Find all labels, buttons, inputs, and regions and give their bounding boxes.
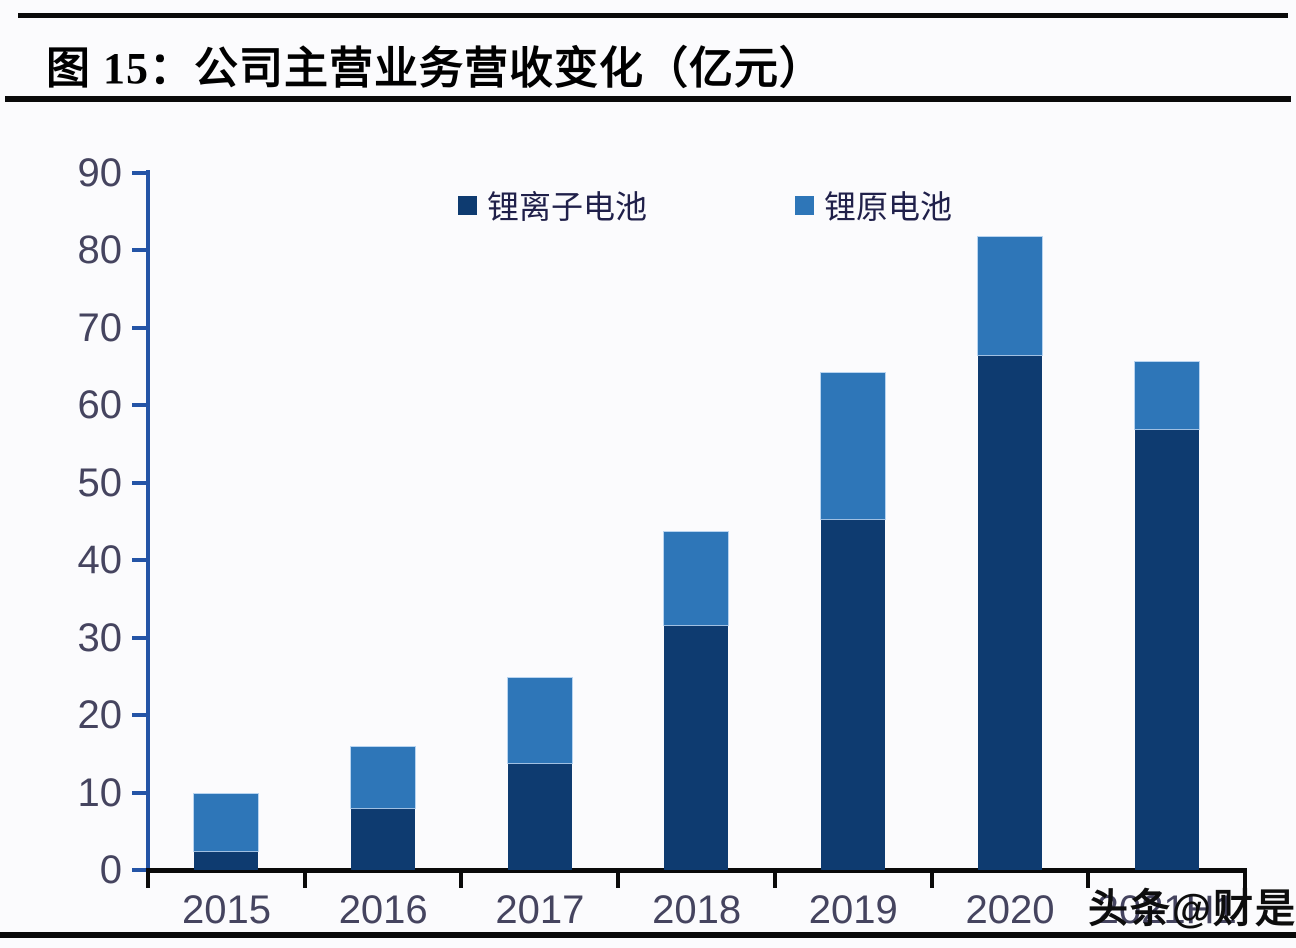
x-axis-tick (146, 873, 150, 888)
bar-segment-li-primary-2018 (664, 532, 729, 626)
y-axis-tick (132, 248, 146, 253)
y-axis-tick-label: 40 (77, 538, 123, 583)
y-axis-line (146, 170, 150, 876)
x-axis-line (146, 868, 1247, 873)
y-axis-tick (132, 558, 146, 563)
x-axis-category-label: 2020 (965, 888, 1055, 932)
y-axis-tick-label: 50 (77, 460, 123, 505)
watermark: 头条@财是 (1088, 887, 1296, 931)
bar-segment-li-ion-2015 (194, 850, 259, 870)
x-axis-category-label: 2018 (652, 888, 742, 932)
bar-segment-li-ion-2021H1 (1134, 428, 1199, 870)
legend-swatch-li-primary (795, 195, 814, 215)
y-axis-tick (132, 325, 146, 330)
x-axis-tick (459, 873, 464, 888)
bar-segment-li-ion-2020 (977, 354, 1042, 870)
title-top-rule (18, 13, 1288, 18)
y-axis-tick-label: 30 (77, 615, 123, 660)
x-axis-tick (616, 873, 621, 888)
x-axis-tick (1086, 873, 1091, 888)
figure-bottom-rule (0, 932, 1296, 938)
x-axis-tick (772, 873, 777, 888)
y-axis-tick (132, 790, 146, 795)
y-axis-tick (132, 713, 146, 718)
legend-item-li-primary: 锂原电池 (795, 182, 952, 228)
x-axis-tick (302, 873, 307, 888)
bar-segment-li-primary-2021H1 (1134, 361, 1199, 429)
bar-segment-li-primary-2016 (351, 746, 416, 809)
bar-segment-li-primary-2020 (977, 237, 1042, 355)
y-axis-tick (132, 635, 146, 640)
bar-segment-li-primary-2017 (507, 677, 572, 764)
y-axis-tick (132, 403, 146, 408)
bar-segment-li-ion-2017 (507, 763, 572, 870)
legend-label-li-primary: 锂原电池 (824, 189, 953, 225)
x-axis-category-label: 2017 (495, 888, 585, 932)
y-axis-tick (132, 171, 146, 175)
y-axis-tick-label: 60 (77, 383, 123, 428)
bar-segment-li-ion-2016 (351, 808, 416, 870)
x-axis-category-label: 2019 (808, 888, 898, 932)
bar-segment-li-primary-2015 (194, 794, 259, 851)
y-axis-tick-label: 10 (77, 770, 123, 815)
legend-item-li-ion: 锂离子电池 (458, 182, 647, 228)
bar-segment-li-ion-2018 (664, 625, 729, 870)
x-axis-category-label: 2015 (182, 888, 271, 932)
x-axis-tick (1242, 873, 1247, 888)
y-axis-tick-label: 90 (77, 151, 123, 195)
legend-swatch-li-ion (458, 195, 477, 215)
y-axis-tick (132, 868, 146, 872)
y-axis-tick-label: 80 (77, 228, 123, 273)
x-axis-tick (929, 873, 934, 888)
x-axis-category-label: 2016 (338, 888, 428, 932)
bar-segment-li-ion-2019 (821, 519, 886, 870)
figure-title: 图 15：公司主营业务营收变化（亿元） (46, 44, 824, 93)
y-axis-tick-label: 20 (77, 693, 123, 738)
bar-segment-li-primary-2019 (821, 372, 886, 520)
y-axis-tick-label: 0 (99, 848, 122, 892)
legend-label-li-ion: 锂离子电池 (487, 189, 648, 225)
y-axis-tick-label: 70 (77, 305, 123, 350)
x-axis-category-label: 2021H1 (1096, 888, 1237, 932)
y-axis-tick (132, 480, 146, 485)
title-divider-rule (5, 96, 1291, 102)
